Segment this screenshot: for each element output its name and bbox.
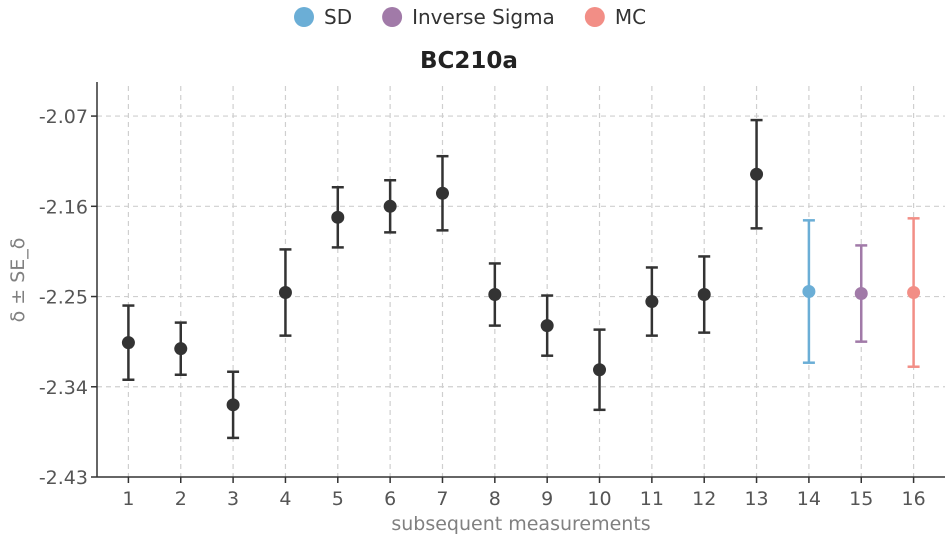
x-tick-label: 16 (901, 488, 925, 510)
data-point (802, 285, 816, 299)
x-tick-label: 9 (541, 488, 553, 510)
x-tick-label: 3 (227, 488, 239, 510)
y-tick-label: -2.25 (39, 287, 88, 309)
x-tick-label: 4 (279, 488, 291, 510)
y-tick-label: -2.34 (39, 377, 88, 399)
data-point (226, 398, 240, 412)
x-tick-label: 11 (640, 488, 664, 510)
x-tick-label: 2 (175, 488, 187, 510)
x-tick-label: 14 (797, 488, 821, 510)
data-point (278, 286, 292, 300)
data-point (907, 286, 921, 300)
x-axis-title: subsequent measurements (391, 513, 650, 535)
x-tick-label: 8 (489, 488, 501, 510)
legend-label: Inverse Sigma (412, 5, 555, 29)
data-point (174, 342, 188, 356)
legend-marker (382, 7, 403, 27)
legend-label: SD (324, 5, 352, 29)
x-tick-label: 12 (692, 488, 716, 510)
data-point (645, 295, 659, 309)
data-point (854, 287, 868, 301)
legend[interactable]: SD Inverse Sigma MC (294, 5, 646, 29)
data-point (331, 210, 345, 224)
data-point (435, 186, 449, 200)
x-tick-label: 1 (122, 488, 134, 510)
y-tick-label: -2.16 (39, 196, 88, 218)
x-tick-label: 15 (849, 488, 873, 510)
x-tick-label: 13 (744, 488, 768, 510)
x-tick-label: 10 (587, 488, 611, 510)
legend-label: MC (615, 5, 646, 29)
data-point (540, 319, 554, 333)
data-marks (121, 118, 921, 440)
y-tick-label: -2.07 (39, 106, 88, 128)
chart-title: BC210a (420, 48, 518, 74)
grid (97, 86, 945, 477)
y-axis-title: δ ± SE_δ (7, 238, 29, 323)
data-point (593, 363, 607, 377)
legend-marker (584, 7, 605, 27)
axes: -2.07-2.16-2.25-2.34-2.431 2 3 4 5 6 7 8 9 10 11 12… (39, 82, 945, 510)
data-point (750, 167, 764, 181)
y-tick-label: -2.43 (39, 467, 88, 489)
data-point (488, 288, 502, 302)
x-tick-label: 5 (332, 488, 344, 510)
legend-marker (294, 7, 314, 27)
data-point (697, 288, 711, 302)
data-point (121, 336, 135, 350)
x-tick-label: 7 (436, 488, 448, 510)
x-tick-label: 6 (384, 488, 396, 510)
data-point (383, 199, 397, 213)
